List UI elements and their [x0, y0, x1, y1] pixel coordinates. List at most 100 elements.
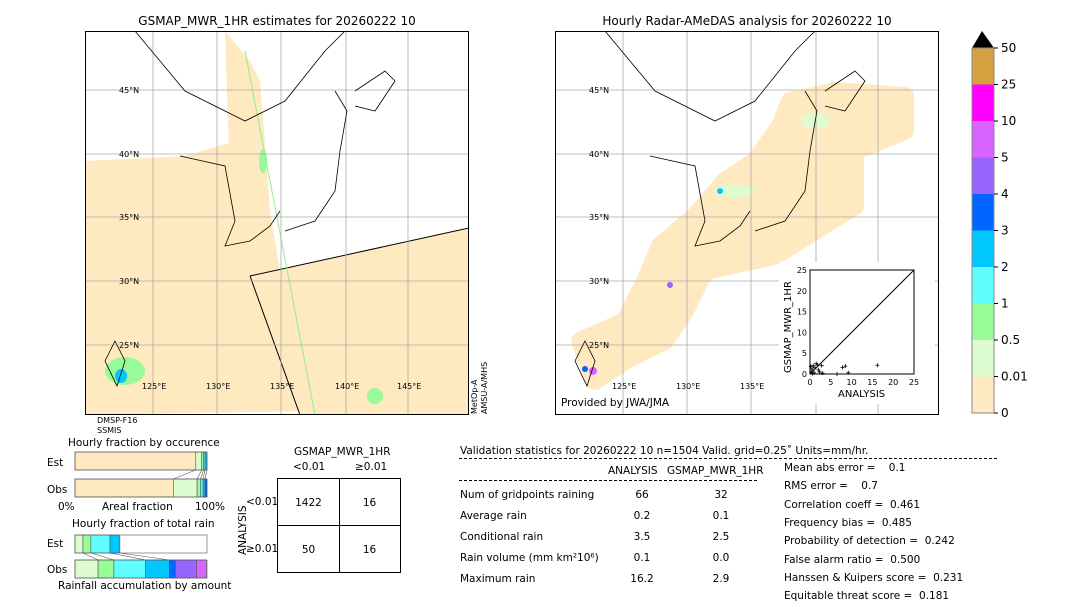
occ-obs-label: Obs — [47, 484, 68, 496]
bar-connector — [204, 469, 208, 480]
occ-tick-0: 0% — [58, 501, 75, 513]
occ-tick-100: 100% — [195, 501, 226, 513]
colorbar-tick-label: 4 — [1001, 187, 1009, 201]
bar-segment — [74, 451, 197, 471]
stats-a: 0.2 — [633, 510, 651, 522]
score-line: Mean abs error = 0.1 — [784, 462, 906, 474]
cell-hits-none: 1422 — [295, 497, 322, 509]
score-line: Probability of detection = 0.242 — [784, 535, 955, 548]
bar-segment — [196, 478, 201, 498]
bar-connector — [196, 469, 202, 480]
colorbar-segment — [972, 267, 994, 304]
bar-connector — [109, 552, 146, 561]
scatter-xtick: 25 — [909, 378, 919, 387]
left-map — [85, 31, 469, 415]
bar-frame — [74, 478, 208, 498]
colorbar-tick-label: 0.5 — [1001, 333, 1020, 347]
colorbar-segment — [972, 157, 994, 194]
scatter-xtick: 5 — [828, 378, 833, 387]
bar-frame — [74, 534, 208, 554]
bar-connector — [90, 552, 115, 561]
right-lat-35: 35°N — [589, 213, 610, 222]
colorbar-tick-label: 2 — [1001, 260, 1009, 274]
rain-fraction-chart — [74, 534, 208, 579]
bar-segment — [195, 451, 203, 471]
stats-label: Rain volume (mm km²10⁶) — [460, 552, 599, 564]
stats-a: 0.1 — [633, 552, 651, 564]
right-lon-125: 125°E — [612, 382, 637, 391]
stats-col-gsmap: GSMAP_MWR_1HR — [667, 465, 764, 477]
left-lat-35: 35°N — [119, 213, 140, 222]
left-lon-130: 130°E — [206, 382, 231, 391]
left-lat-45: 45°N — [119, 86, 140, 95]
scatter-point — [810, 371, 815, 376]
stats-g: 0.1 — [712, 510, 730, 522]
contingency-col-0: <0.01 — [293, 461, 326, 473]
scatter-point — [819, 363, 824, 368]
scatter-xtick: 10 — [847, 378, 857, 387]
right-coastlines — [574, 31, 866, 388]
colorbar-segment — [972, 194, 994, 231]
scatter-point — [808, 364, 813, 369]
bar-segment — [145, 559, 170, 579]
scatter-point — [875, 363, 880, 368]
bar-segment — [82, 534, 92, 554]
left-map-title: GSMAP_MWR_1HR estimates for 20260222 10 — [138, 14, 416, 28]
scatter-xtick: 15 — [867, 378, 877, 387]
contingency-table: 1422 16 50 16 — [277, 478, 401, 573]
sensor-ssmis: SSMIS — [97, 426, 122, 435]
bar-segment — [173, 478, 198, 498]
scatter-point — [840, 365, 845, 370]
bar-frame — [74, 559, 208, 579]
cell-false-alarm: 16 — [362, 497, 377, 509]
scatter-diagonal — [809, 269, 915, 375]
left-lon-125: 125°E — [142, 382, 167, 391]
scatter-point — [812, 365, 817, 370]
colorbar-tick-label: 50 — [1001, 41, 1016, 55]
colorbar-tick-label: 1 — [1001, 297, 1009, 311]
colorbar-segment — [972, 48, 994, 85]
colorbar-segment — [972, 376, 994, 413]
score-line: Correlation coeff = 0.461 — [784, 498, 920, 511]
rain-obs-label: Obs — [47, 564, 68, 576]
scatter-ytick: 0 — [802, 370, 807, 379]
scatter-ytick: 15 — [797, 308, 807, 317]
left-lat-30: 30°N — [119, 277, 140, 286]
bar-connector — [200, 469, 204, 480]
rain-fraction-title: Hourly fraction of total rain — [72, 518, 215, 530]
colorbar-tick-label: 25 — [1001, 78, 1016, 92]
scatter-point — [816, 367, 821, 372]
rain-xlabel: Rainfall accumulation by amount — [58, 580, 232, 592]
left-lon-145: 145°E — [397, 382, 422, 391]
scatter-xtick: 0 — [807, 378, 812, 387]
scatter-ylabel: GSMAP_MWR_1HR — [783, 281, 794, 373]
rain-est-label: Est — [47, 538, 64, 550]
stats-label: Conditional rain — [460, 531, 544, 543]
stats-col-analysis: ANALYSIS — [608, 465, 658, 477]
contingency-col-1: ≥0.01 — [355, 461, 388, 473]
bar-segment — [175, 559, 197, 579]
score-line: Frequency bias = 0.485 — [784, 516, 912, 529]
left-lat-25: 25°N — [119, 341, 140, 350]
stats-a: 3.5 — [633, 531, 651, 543]
scatter-ytick: 10 — [797, 328, 807, 337]
scatter-point — [815, 362, 820, 367]
bar-connector — [173, 469, 196, 480]
scatter-ytick: 5 — [802, 349, 807, 358]
bar-segment — [74, 534, 84, 554]
bar-segment — [109, 534, 121, 554]
stats-label: Average rain — [460, 510, 527, 522]
stats-a: 16.2 — [630, 573, 654, 585]
score-line: False alarm ratio = 0.500 — [784, 553, 921, 566]
stats-g: 32 — [714, 489, 728, 501]
sensor-metop: MetOp-A — [470, 379, 479, 414]
colorbar-extend-arrow — [972, 31, 994, 48]
colorbar-tick-label: 10 — [1001, 114, 1016, 128]
stats-label: Maximum rain — [460, 573, 536, 585]
left-coastlines — [104, 31, 396, 388]
contingency-title: GSMAP_MWR_1HR — [294, 446, 391, 458]
bar-connector — [119, 552, 170, 561]
score-line: RMS error = 0.7 — [784, 480, 878, 493]
right-lat-30: 30°N — [589, 277, 610, 286]
bar-segment — [74, 478, 174, 498]
